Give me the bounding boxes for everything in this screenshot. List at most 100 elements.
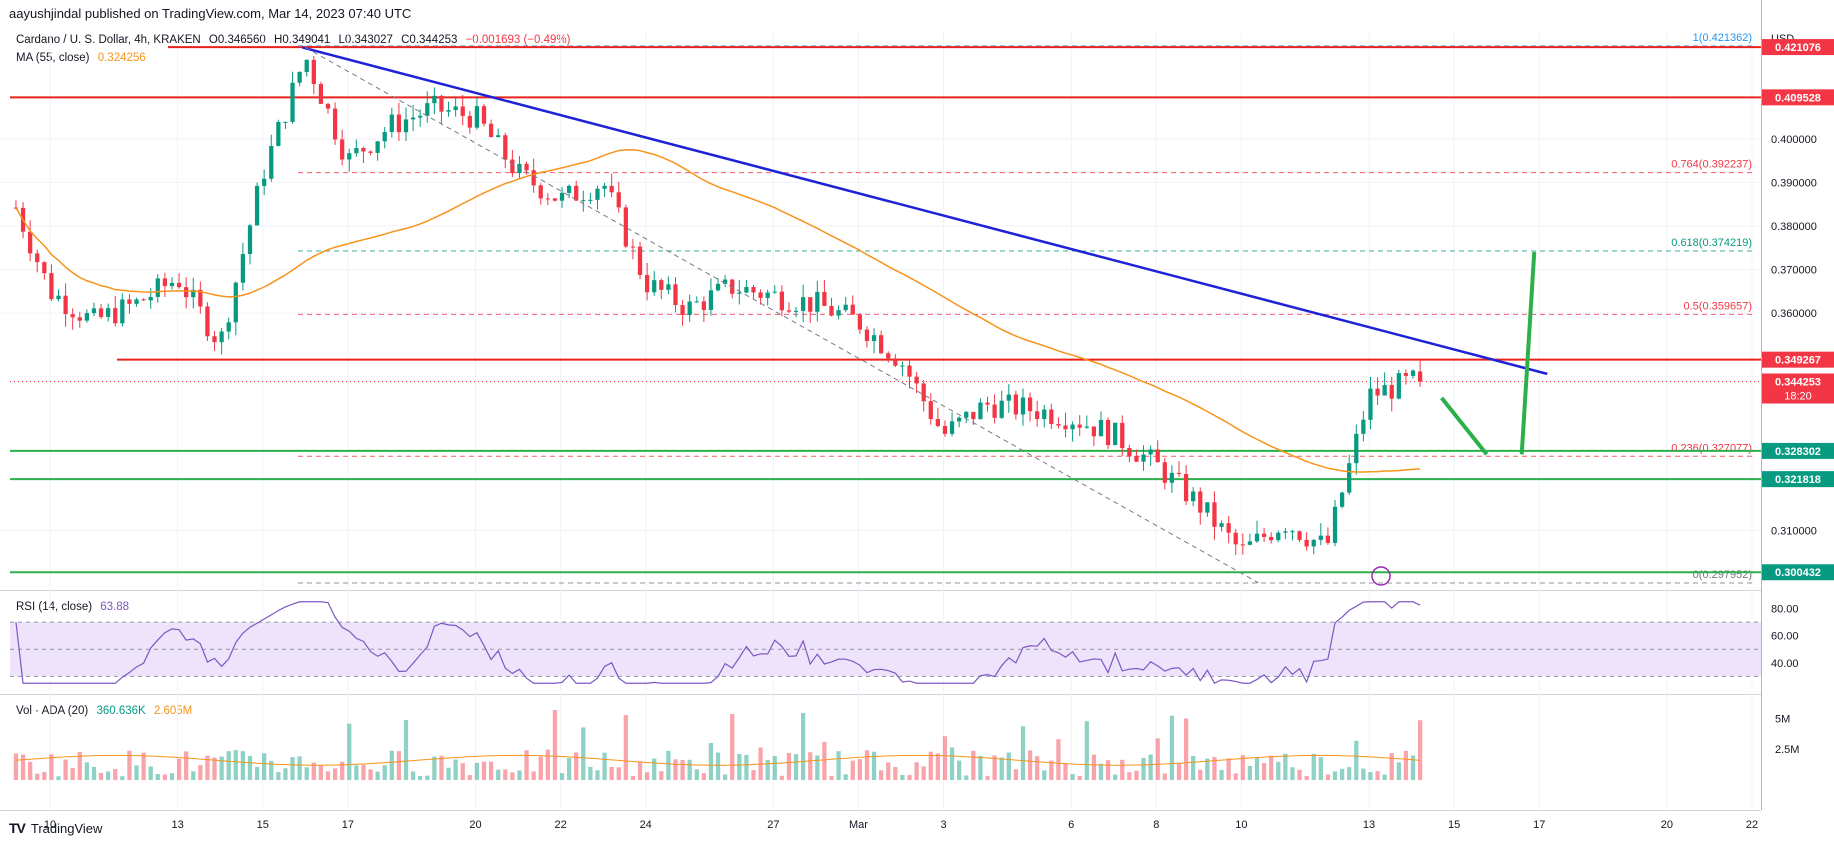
time-tick-label: Mar (849, 819, 868, 831)
price-axis-border (1761, 0, 1762, 810)
volume-bar (907, 775, 912, 780)
candle-body (1070, 424, 1075, 430)
candle-body (687, 301, 692, 315)
candle-body (829, 305, 834, 316)
rsi-legend[interactable]: RSI (14, close) 63.88 (16, 601, 134, 613)
candle-body (425, 103, 430, 116)
volume-bar (644, 772, 650, 780)
candle-body (992, 404, 997, 418)
candle-body (524, 163, 529, 171)
time-tick-label: 20 (469, 819, 481, 831)
candle-body (474, 106, 480, 128)
price-tag (1762, 442, 1834, 459)
volume-bar (148, 766, 153, 780)
candle-body (155, 278, 160, 297)
volume-bar (113, 768, 118, 780)
candle-body (1013, 394, 1019, 415)
volume-bar (13, 753, 19, 780)
volume-bar (928, 751, 933, 780)
candle-body (566, 185, 572, 193)
volume-bar (637, 761, 643, 780)
volume-bar (254, 766, 260, 780)
volume-bar (120, 776, 125, 780)
volume-bar (63, 759, 68, 780)
volume-bar (815, 755, 820, 780)
volume-bar (98, 772, 104, 780)
volume-bar (233, 750, 238, 780)
volume-bar (1042, 770, 1047, 780)
volume-bar (538, 756, 543, 780)
symbol-name[interactable]: Cardano / U. S. Dollar, 4h, KRAKEN (16, 34, 201, 46)
candle-body (120, 299, 125, 324)
candle-body (42, 262, 47, 274)
candle-body (169, 282, 175, 287)
candle-body (623, 207, 628, 247)
price-rsi-separator[interactable] (0, 590, 1761, 591)
candle-body (304, 59, 309, 72)
candle-body (772, 291, 777, 293)
rsi-pane (10, 601, 1761, 684)
candle-body (722, 279, 728, 284)
volume-bar (1290, 767, 1295, 780)
volume-bar (1191, 755, 1196, 780)
candle-body (1113, 422, 1118, 446)
time-tick-label: 10 (44, 819, 56, 831)
candle-body (368, 151, 373, 153)
price-tag-label: 0.321818 (1775, 474, 1821, 486)
countdown-label: 18:20 (1784, 390, 1812, 402)
time-tick-label: 13 (1363, 819, 1375, 831)
time-axis-border (0, 810, 1761, 811)
volume-bar (1049, 760, 1054, 780)
price-tag-label: 0.409528 (1775, 92, 1821, 104)
volume-bar (730, 713, 735, 780)
candle-body (1361, 419, 1366, 434)
rsi-tick-label: 40.00 (1771, 658, 1799, 670)
volume-bar (169, 773, 175, 780)
volume-bar (91, 766, 97, 780)
flash-icon (1371, 566, 1391, 586)
volume-bar (1354, 740, 1359, 780)
volume-bar (964, 775, 969, 780)
volume-bar (1311, 753, 1316, 780)
candle-body (56, 295, 61, 300)
ma-legend[interactable]: MA (55, close) 0.324256 (16, 52, 151, 64)
candle-body (503, 135, 508, 160)
rsi-volume-separator[interactable] (0, 694, 1761, 695)
volume-bar (198, 765, 203, 780)
volume-bar (1176, 763, 1182, 780)
candle-body (1049, 409, 1054, 425)
volume-bar (425, 775, 430, 780)
fib-level-label: 0.618(0.374219) (1671, 237, 1752, 249)
volume-bar (318, 764, 324, 780)
volume-bar (1105, 760, 1111, 780)
volume-bars (13, 710, 1423, 780)
volume-label: Vol · ADA (20) (16, 705, 89, 717)
candle-body (325, 103, 331, 109)
volume-legend[interactable]: Vol · ADA (20) 360.636K 2.605M (16, 705, 197, 717)
fib-level-label: 0.764(0.392237) (1671, 159, 1752, 171)
candle-body (1063, 425, 1068, 430)
volume-bar (630, 776, 636, 780)
candle-body (1020, 397, 1026, 415)
publisher-caption: aayushjindal published on TradingView.co… (9, 6, 412, 21)
volume-bar (49, 754, 54, 780)
symbol-legend: Cardano / U. S. Dollar, 4h, KRAKEN O0.34… (16, 34, 575, 46)
candle-body (496, 135, 501, 138)
volume-bar (588, 766, 593, 780)
volume-bar (779, 775, 784, 780)
candle-body (914, 376, 919, 384)
candle-body (1318, 535, 1323, 540)
candle-body (233, 282, 238, 323)
candle-body (446, 110, 451, 112)
volume-bar (1063, 763, 1068, 780)
candle-body (921, 383, 926, 402)
price-tag-label: 0.300432 (1775, 567, 1821, 579)
volume-bar (1098, 763, 1104, 780)
volume-bar (1396, 762, 1401, 780)
time-tick-label: 15 (1448, 819, 1460, 831)
candle-body (850, 304, 855, 315)
candle-body (1191, 491, 1196, 502)
tradingview-footer[interactable]: TV TradingView (9, 820, 102, 836)
volume-bar (680, 760, 685, 780)
